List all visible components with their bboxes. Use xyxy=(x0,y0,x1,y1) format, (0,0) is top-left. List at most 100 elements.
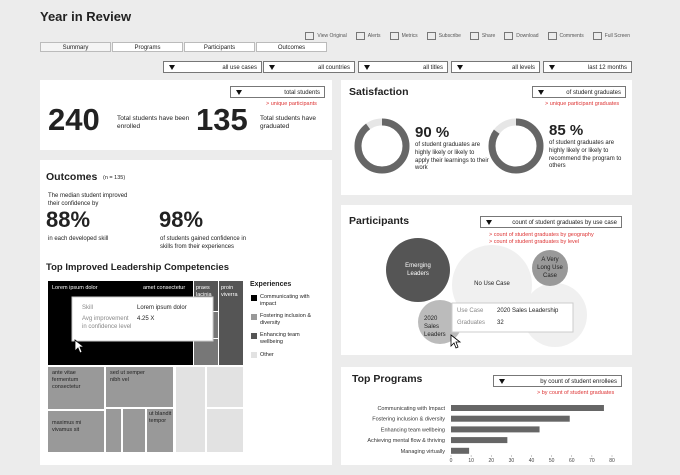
dropdown[interactable]: of student graduates xyxy=(532,86,626,98)
cell-label: ante vitae fermentum consectetur xyxy=(52,370,81,391)
satisfaction-card xyxy=(341,80,632,195)
dropdown[interactable]: count of student graduates by use case xyxy=(480,216,622,228)
x-tick-label: 20 xyxy=(488,458,494,464)
toolbar-label: Subscribe xyxy=(438,33,461,39)
legend-title: Experiences xyxy=(250,281,292,288)
legend-label: Enhancing team wellbeing xyxy=(260,332,300,346)
filter-dropdown[interactable]: all levels xyxy=(451,61,540,73)
bubble-label: No Use Case xyxy=(474,281,510,287)
tab[interactable]: Programs xyxy=(112,42,183,52)
toolbar-label: Alerts xyxy=(367,33,381,39)
link[interactable]: > by count of student graduates xyxy=(537,390,615,396)
tooltip-label: Skill xyxy=(82,305,94,311)
x-tick-label: 70 xyxy=(589,458,595,464)
sample-size: (n = 135) xyxy=(103,175,126,181)
card-title: Satisfaction xyxy=(349,86,409,98)
toolbar-item[interactable]: Full Screen xyxy=(592,32,630,40)
bubble xyxy=(418,300,462,344)
tooltip-value: Lorem ipsum dolor xyxy=(137,305,187,311)
filter-dropdown[interactable]: last 12 months xyxy=(543,61,632,73)
category-label: Achieving mental flow & thriving xyxy=(367,438,445,444)
legend-swatch xyxy=(251,333,257,339)
treemap-cell xyxy=(207,367,243,407)
legend-swatch xyxy=(251,295,257,301)
category-label: Managing virtually xyxy=(401,449,446,455)
filter-dropdown[interactable]: all countries xyxy=(263,61,355,73)
filter-dropdown[interactable]: all titles xyxy=(358,61,448,73)
toolbar-item[interactable]: Metrics xyxy=(389,32,418,40)
legend-swatch xyxy=(251,314,257,320)
big-number: 240 xyxy=(48,102,100,137)
caption: of student graduates are highly likely o… xyxy=(549,140,622,170)
link[interactable]: > count of student graduates by level xyxy=(489,239,580,245)
icon xyxy=(426,32,436,40)
tab[interactable]: Participants xyxy=(184,42,255,52)
section-title: Top Improved Leadership Competencies xyxy=(46,262,230,273)
stat: 98% xyxy=(159,207,204,232)
page-title: Year in Review xyxy=(40,9,132,24)
icon xyxy=(305,32,315,40)
tab[interactable]: Summary xyxy=(40,42,111,52)
caption: Total students have been enrolled xyxy=(117,115,190,131)
dropdown[interactable]: total students xyxy=(230,86,325,98)
legend-label: Communicating with impact xyxy=(260,294,310,308)
treemap xyxy=(48,281,243,452)
bubble-label: A Very Long Use Case xyxy=(537,257,563,279)
stat: 88% xyxy=(46,207,91,232)
tooltip xyxy=(71,296,214,342)
x-tick-label: 10 xyxy=(468,458,474,464)
cell-label: ut blandit tempor xyxy=(149,411,172,425)
link[interactable]: > count of student graduates by geograph… xyxy=(489,232,594,238)
icon xyxy=(547,32,557,40)
toolbar-label: Full Screen xyxy=(604,33,630,39)
toolbar-item[interactable]: Subscribe xyxy=(426,32,461,40)
dropdown[interactable]: by count of student enrollees xyxy=(493,375,622,387)
caption: of students gained confidence in skills … xyxy=(160,236,247,250)
x-tick-label: 50 xyxy=(549,458,555,464)
cursor xyxy=(74,339,86,354)
link[interactable]: > unique participant graduates xyxy=(545,101,620,107)
cursor xyxy=(450,334,462,349)
cell-label: Lorem ipsum dolor xyxy=(52,285,98,291)
link[interactable]: > unique participants xyxy=(266,101,317,107)
bar xyxy=(451,447,470,454)
x-tick-label: 0 xyxy=(450,458,453,464)
icon xyxy=(389,32,399,40)
x-tick-label: 80 xyxy=(609,458,615,464)
toolbar-item[interactable]: Download xyxy=(504,32,539,40)
toolbar-item[interactable]: Alerts xyxy=(355,32,381,40)
card-title: Top Programs xyxy=(352,373,423,385)
icon xyxy=(469,32,479,40)
bubble xyxy=(532,250,568,286)
toolbar-item[interactable]: Share xyxy=(469,32,496,40)
toolbar-item[interactable]: View Original xyxy=(305,32,347,40)
toolbar-label: Comments xyxy=(559,33,584,39)
icon xyxy=(504,32,514,40)
legend-swatch xyxy=(251,352,257,358)
tooltip-label: Use Case xyxy=(457,308,484,314)
legend-label: Fostering inclusion & diversity xyxy=(260,313,312,327)
tooltip-label: Graduates xyxy=(457,320,486,326)
x-tick-label: 60 xyxy=(569,458,575,464)
tab[interactable]: Outcomes xyxy=(256,42,327,52)
filter-dropdown[interactable]: all use cases xyxy=(163,61,262,73)
treemap-cell xyxy=(207,409,243,452)
toolbar-label: Download xyxy=(516,33,539,39)
caption: in each developed skill xyxy=(48,236,109,242)
toolbar-label: View Original xyxy=(317,33,347,39)
cell-label: praes lacinia xyxy=(196,285,212,299)
cell-label: sed ut semper nibh vel xyxy=(110,370,145,384)
treemap-cell xyxy=(219,281,243,365)
stat: 85 % xyxy=(549,122,584,139)
toolbar-label: Share xyxy=(481,33,496,39)
treemap-cell xyxy=(106,409,121,452)
treemap-cell xyxy=(48,367,104,409)
legend-label: Other xyxy=(260,352,274,358)
caption: of student graduates are highly likely o… xyxy=(415,142,489,172)
bar xyxy=(451,405,604,411)
tooltip-value: 32 xyxy=(497,320,504,326)
treemap-cell xyxy=(176,367,205,452)
toolbar-item[interactable]: Comments xyxy=(547,32,584,40)
x-tick-label: 40 xyxy=(529,458,535,464)
